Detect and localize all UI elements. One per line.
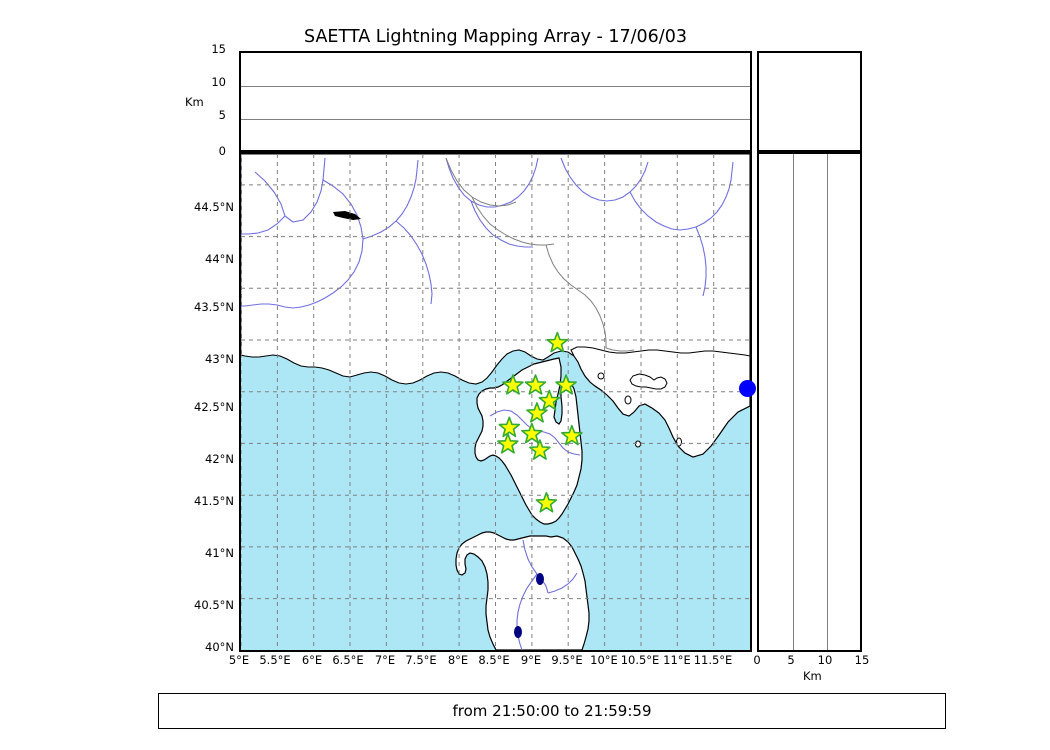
map-ytick-41: 41°N <box>205 546 234 560</box>
map-ytick-41-5: 41.5°N <box>194 494 234 508</box>
lma-station-marker[interactable] <box>561 424 583 446</box>
map-ytick-42: 42°N <box>205 452 234 466</box>
administrative-borders <box>445 157 635 352</box>
lake-2 <box>514 626 522 638</box>
map-ytick-40: 40°N <box>205 640 234 654</box>
map-xtick-8-5: 8.5°E <box>478 653 510 667</box>
tuscan-coast <box>570 346 750 458</box>
map-xtick-7-5: 7.5°E <box>405 653 437 667</box>
map-xtick-6: 6°E <box>301 653 323 667</box>
page-title: SAETTA Lightning Mapping Array - 17/06/0… <box>304 27 687 47</box>
map-xtick-5-5: 5.5°E <box>259 653 291 667</box>
river-network <box>241 157 734 650</box>
corner-panel <box>757 51 862 152</box>
capraia-island <box>597 372 605 380</box>
map-xtick-11-5: 11.5°E <box>693 653 733 667</box>
right-gridline-5km <box>793 154 794 650</box>
lightning-map-panel[interactable] <box>239 152 757 652</box>
elba-island <box>629 373 668 390</box>
lma-station-marker[interactable] <box>497 433 519 454</box>
right-xtick-10: 10 <box>817 653 833 667</box>
lma-station-marker[interactable] <box>524 374 547 395</box>
lma-station-marker[interactable] <box>521 422 543 444</box>
map-ytick-44: 44°N <box>205 252 234 266</box>
map-xtick-11: 11°E <box>663 653 691 667</box>
map-xtick-9-5: 9.5°E <box>551 653 583 667</box>
top-ytick-5: 5 <box>218 108 226 122</box>
small-island-2 <box>635 440 641 448</box>
lma-station-layer[interactable] <box>497 331 583 513</box>
right-panel-xlabel: Km <box>803 669 822 683</box>
time-range-text: from 21:50:00 to 21:59:59 <box>452 702 652 720</box>
map-clip <box>241 154 750 650</box>
right-gridline-10km <box>827 154 828 650</box>
top-panel-ylabel: Km <box>185 95 204 109</box>
lma-station-marker[interactable] <box>546 331 569 353</box>
map-ytick-40-5: 40.5°N <box>194 598 234 612</box>
lake-geneva <box>333 211 361 220</box>
altitude-latitude-panel <box>757 152 862 652</box>
top-ytick-10: 10 <box>211 75 226 89</box>
right-xtick-5: 5 <box>787 653 795 667</box>
time-range-box: from 21:50:00 to 21:59:59 <box>158 693 946 729</box>
map-xtick-7: 7°E <box>374 653 396 667</box>
map-ytick-43: 43°N <box>205 352 234 366</box>
map-ytick-43-5: 43.5°N <box>194 300 234 314</box>
vhf-source-point[interactable] <box>739 380 757 398</box>
altitude-longitude-panel <box>239 51 752 152</box>
map-xtick-10: 10°E <box>590 653 618 667</box>
right-xtick-15: 15 <box>854 653 870 667</box>
right-xtick-0: 0 <box>753 653 761 667</box>
lake-1 <box>536 573 544 585</box>
map-ytick-44-5: 44.5°N <box>194 200 234 214</box>
gridline-10km <box>241 86 750 87</box>
lma-station-marker[interactable] <box>529 439 551 460</box>
lma-station-marker[interactable] <box>502 374 524 395</box>
top-ytick-0: 0 <box>218 144 226 158</box>
lma-station-marker[interactable] <box>526 402 548 423</box>
lma-station-marker[interactable] <box>538 389 561 411</box>
map-graphic <box>241 154 750 650</box>
map-xtick-8: 8°E <box>447 653 469 667</box>
lma-station-marker[interactable] <box>535 491 558 513</box>
map-xtick-9: 9°E <box>520 653 542 667</box>
lma-station-marker[interactable] <box>498 416 521 438</box>
map-xtick-10-5: 10.5°E <box>620 653 660 667</box>
top-ytick-15: 15 <box>211 42 226 56</box>
map-ytick-42-5: 42.5°N <box>194 400 234 414</box>
map-xtick-6-5: 6.5°E <box>332 653 364 667</box>
sardinia-island <box>455 531 590 650</box>
lma-station-marker[interactable] <box>555 374 577 395</box>
small-island-1 <box>624 395 632 405</box>
map-xtick-5: 5°E <box>228 653 250 667</box>
graticule-grid <box>241 154 750 650</box>
gridline-5km <box>241 119 750 120</box>
